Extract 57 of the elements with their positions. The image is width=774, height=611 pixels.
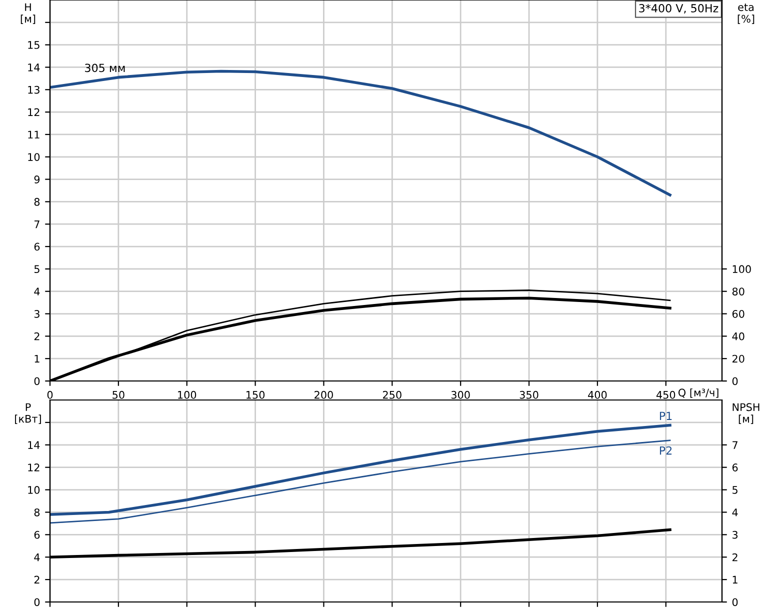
y-tick-label: 15 [28, 41, 40, 49]
y2-tick-label: 2 [732, 553, 738, 562]
y-axis-title: H [м] [20, 3, 36, 24]
y-tick-label: 11 [28, 130, 40, 138]
x-tick-label: 200 [314, 390, 333, 399]
y-tick-label: 8 [34, 508, 40, 516]
x-tick-label: 350 [520, 390, 538, 399]
y-tick-label: 5 [34, 265, 40, 274]
y2-tick-label: 0 [732, 377, 738, 386]
x-tick-label: 400 [588, 390, 607, 399]
y2-tick-label: 4 [732, 508, 738, 516]
series-label: P2 [660, 446, 672, 455]
x-tick-label: 150 [246, 390, 265, 399]
x-tick-label: 450 [656, 390, 676, 399]
y2-tick-label: 1 [732, 576, 738, 584]
y-tick-label: 1 [34, 354, 40, 363]
y2-axis-title: eta [%] [738, 4, 754, 24]
y2-tick-label: 7 [732, 441, 738, 449]
y-tick-label: 4 [34, 553, 40, 562]
annotation: 305 мм [85, 64, 125, 72]
y-tick-label: 4 [34, 288, 40, 296]
x-tick-label: 50 [112, 390, 124, 399]
y-tick-label: 12 [28, 464, 40, 472]
y-tick-label: 10 [28, 153, 40, 161]
y-tick-label: 9 [34, 176, 40, 184]
y-tick-label: 0 [34, 598, 40, 606]
y2-tick-label: 40 [732, 332, 744, 340]
y-tick-label: 13 [28, 86, 40, 94]
x-axis-title: Q [м³/ч] [678, 388, 718, 398]
y-tick-label: 3 [34, 310, 40, 318]
y2-tick-label: 20 [732, 354, 744, 363]
annotation: 3*400 V, 50Hz [639, 4, 718, 14]
y-tick-label: 6 [34, 242, 40, 251]
y-tick-label: 0 [34, 377, 40, 386]
x-tick-label: 300 [451, 390, 470, 399]
y2-tick-label: 5 [732, 486, 738, 494]
series-label: P1 [660, 412, 672, 420]
y-tick-label: 2 [34, 332, 40, 340]
x-tick-label: 0 [47, 390, 53, 399]
y2-axis-title: NPSH [м] [732, 403, 760, 424]
y2-tick-label: 6 [732, 464, 738, 472]
y-tick-label: 2 [34, 576, 40, 584]
y-tick-label: 7 [34, 220, 40, 228]
y2-tick-label: 60 [732, 310, 744, 318]
y-axis-title: P [кВт] [15, 403, 41, 424]
y2-tick-label: 100 [732, 265, 751, 274]
y-tick-label: 14 [28, 441, 40, 449]
y-tick-label: 8 [34, 198, 40, 206]
y-tick-label: 6 [34, 530, 40, 539]
x-tick-label: 250 [382, 390, 402, 399]
y-tick-label: 14 [28, 64, 40, 72]
y2-tick-label: 0 [732, 598, 738, 606]
y-tick-label: 10 [28, 486, 40, 494]
x-tick-label: 100 [178, 390, 196, 399]
y-tick-label: 12 [28, 108, 40, 116]
y2-tick-label: 80 [732, 288, 744, 296]
y2-tick-label: 3 [732, 530, 738, 539]
